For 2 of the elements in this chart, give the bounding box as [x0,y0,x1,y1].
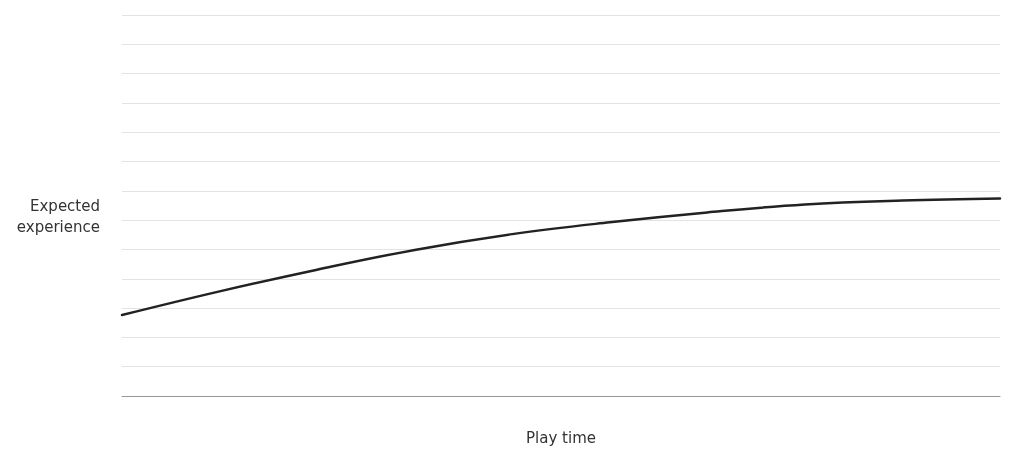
x-axis-title: Play time [526,428,596,447]
y-axis-title: Expected experience [16,196,100,236]
